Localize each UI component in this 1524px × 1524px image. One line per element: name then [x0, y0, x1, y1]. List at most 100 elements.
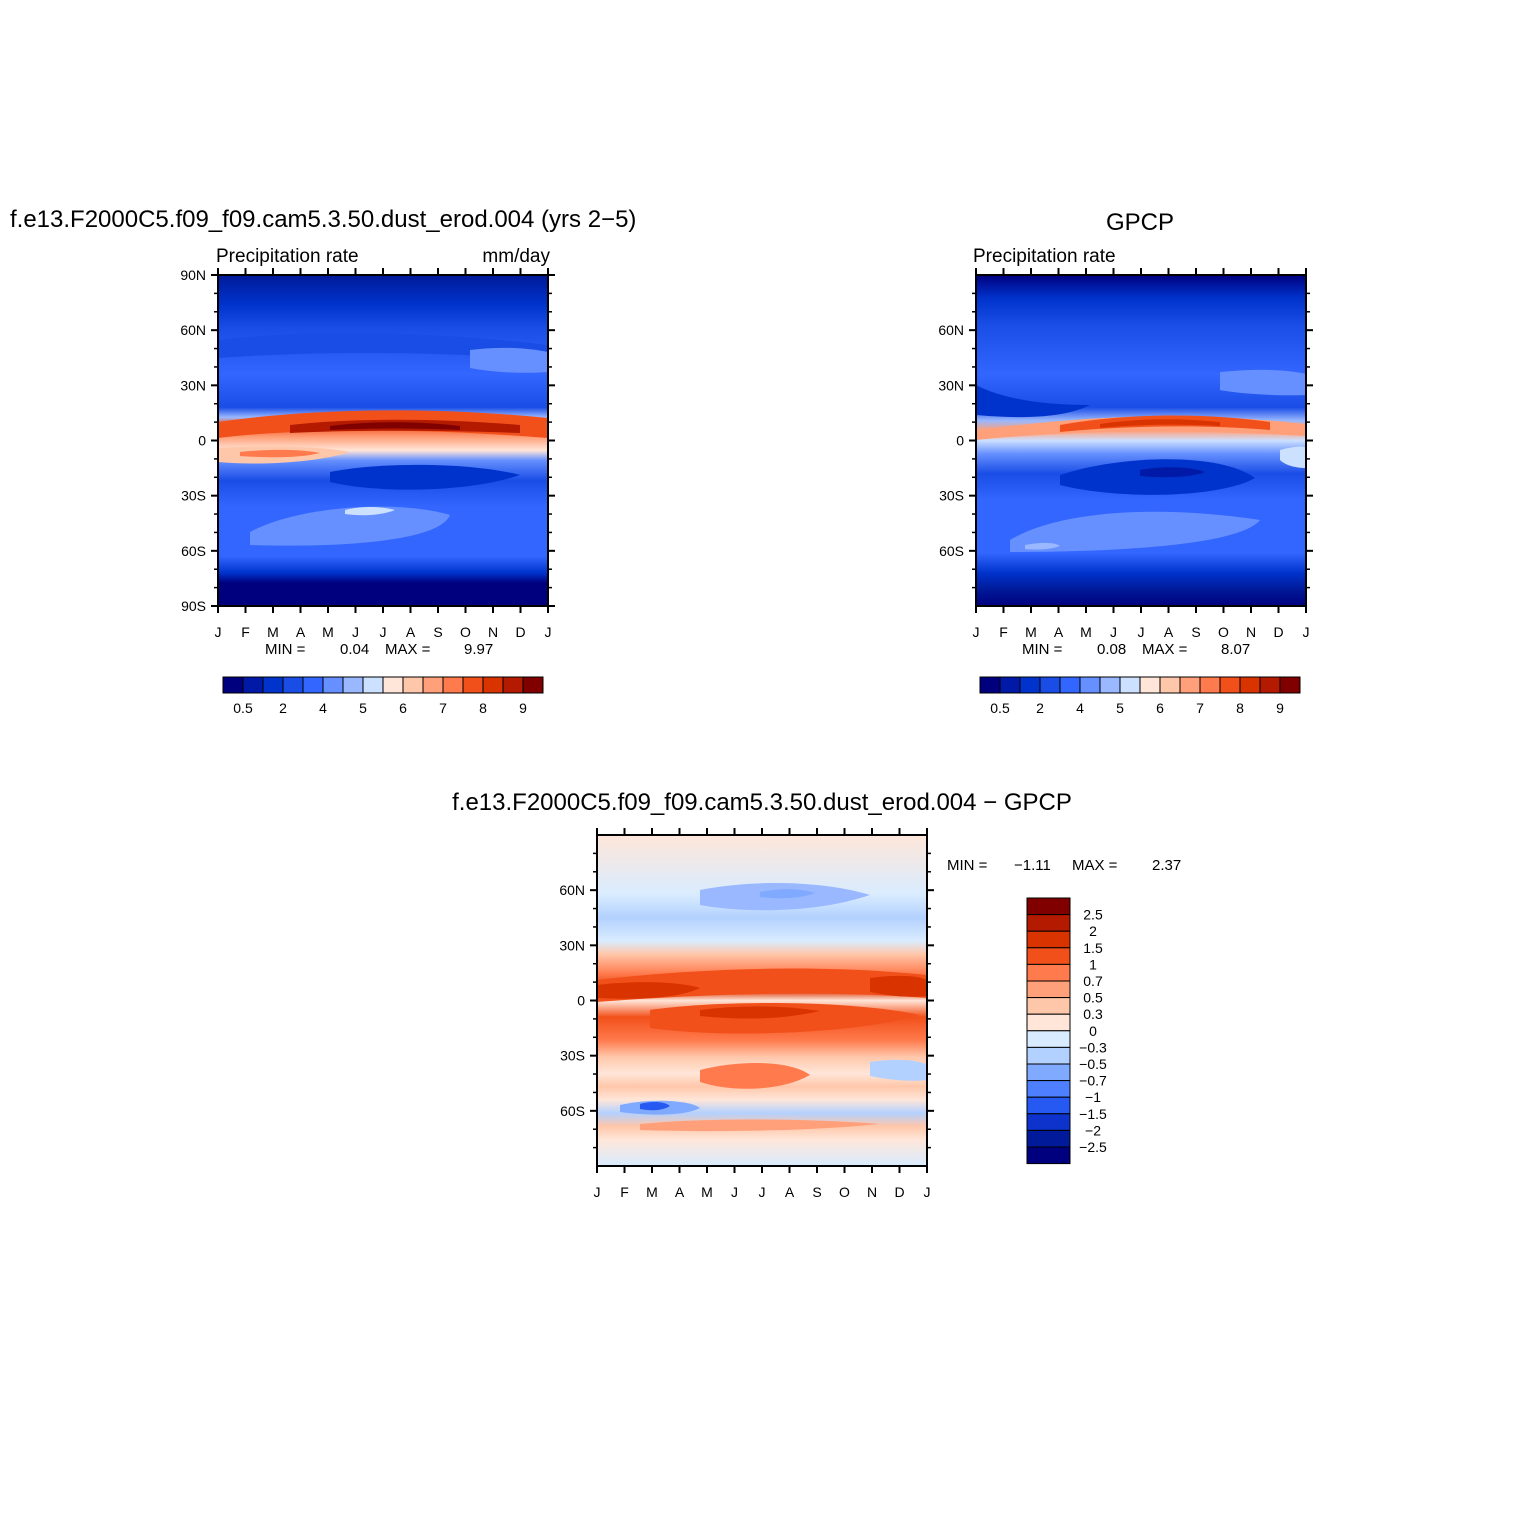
- colorbar-label: 2: [279, 700, 287, 716]
- colorbar-label: −1.5: [1079, 1106, 1107, 1122]
- month-tick-label: M: [1025, 624, 1037, 640]
- month-tick-label: D: [894, 1184, 904, 1200]
- colorbar-swatch: [502, 676, 524, 694]
- panel1-max-value: 9.97: [464, 641, 493, 658]
- colorbar-swatch: [422, 676, 444, 694]
- panel1-heatmap: [218, 275, 548, 606]
- lat-tick-label: 90S: [181, 598, 206, 614]
- month-tick-label: F: [241, 624, 250, 640]
- panel3-max-label: MAX =: [1072, 857, 1118, 874]
- colorbar-swatch: [1159, 676, 1181, 694]
- month-tick-label: O: [1218, 624, 1229, 640]
- colorbar-swatch: [262, 676, 284, 694]
- colorbar-label: 0.5: [233, 700, 253, 716]
- month-tick-label: M: [701, 1184, 713, 1200]
- colorbar-swatch: [1026, 947, 1071, 965]
- colorbar-swatch: [1026, 1080, 1071, 1098]
- colorbar-swatch: [1026, 997, 1071, 1015]
- colorbar-label: 4: [319, 700, 327, 716]
- month-tick-label: F: [999, 624, 1008, 640]
- colorbar-swatch: [1026, 897, 1071, 916]
- colorbar-label: 2.5: [1083, 907, 1103, 923]
- colorbar-swatch: [1179, 676, 1201, 694]
- colorbar-swatch: [282, 676, 304, 694]
- colorbar-label: 7: [439, 700, 447, 716]
- month-tick-label: J: [1138, 624, 1145, 640]
- lat-tick-label: 30N: [559, 937, 585, 953]
- panel2-heatmap: [976, 275, 1306, 606]
- month-tick-label: S: [812, 1184, 821, 1200]
- colorbar-label: 1.5: [1083, 940, 1103, 956]
- colorbar-swatch: [302, 676, 324, 694]
- month-tick-label: N: [1246, 624, 1256, 640]
- colorbar-label: 5: [359, 700, 367, 716]
- colorbar-swatch: [1026, 1013, 1071, 1032]
- month-tick-label: A: [785, 1184, 795, 1200]
- colorbar-label: 2: [1036, 700, 1044, 716]
- colorbar-swatch: [1239, 676, 1261, 694]
- month-tick-label: O: [460, 624, 471, 640]
- month-tick-label: A: [1164, 624, 1174, 640]
- colorbar-swatch: [1259, 676, 1281, 694]
- colorbar-swatch: [402, 676, 424, 694]
- panel1-subtitle-left: Precipitation rate: [216, 246, 359, 267]
- panel2-lat-ticks: 60N 30N 0 30S 60S: [938, 292, 1313, 589]
- colorbar-label: −2: [1085, 1122, 1101, 1138]
- panel1-subtitle-right: mm/day: [482, 246, 550, 267]
- colorbar-label: −0.3: [1079, 1039, 1107, 1055]
- month-tick-label: M: [322, 624, 334, 640]
- panel3-colorbar: 2.521.510.70.50.30−0.3−0.5−0.7−1−1.5−2−2…: [1026, 897, 1107, 1165]
- panel1-min-value: 0.04: [340, 641, 369, 658]
- colorbar-swatch: [1139, 676, 1161, 694]
- colorbar-swatch: [999, 676, 1021, 694]
- month-tick-label: J: [352, 624, 359, 640]
- lat-tick-label: 60N: [180, 322, 206, 338]
- panel2-title: GPCP: [1106, 209, 1174, 236]
- month-tick-label: J: [594, 1184, 601, 1200]
- month-tick-label: S: [1191, 624, 1200, 640]
- month-tick-label: D: [1273, 624, 1283, 640]
- colorbar-label: −0.5: [1079, 1056, 1107, 1072]
- colorbar-swatch: [1059, 676, 1081, 694]
- month-tick-label: M: [1080, 624, 1092, 640]
- colorbar-swatch: [1099, 676, 1121, 694]
- month-tick-label: J: [1110, 624, 1117, 640]
- panel2-min-value: 0.08: [1097, 641, 1126, 658]
- colorbar-label: 0: [1089, 1023, 1097, 1039]
- panel2-max-label: MAX =: [1142, 641, 1188, 658]
- lat-tick-label: 0: [198, 433, 206, 449]
- colorbar-swatch: [1199, 676, 1221, 694]
- month-tick-label: J: [731, 1184, 738, 1200]
- month-tick-label: J: [215, 624, 222, 640]
- panel2-max-value: 8.07: [1221, 641, 1250, 658]
- colorbar-label: −1: [1085, 1089, 1101, 1105]
- lat-tick-label: 30N: [938, 377, 964, 393]
- panel1-min-label: MIN =: [265, 641, 306, 658]
- month-tick-label: D: [515, 624, 525, 640]
- colorbar-swatch: [442, 676, 464, 694]
- colorbar-swatch: [1026, 914, 1071, 932]
- lat-tick-label: 0: [956, 433, 964, 449]
- month-tick-label: J: [545, 624, 552, 640]
- month-tick-label: J: [1303, 624, 1310, 640]
- panel3-heatmap: [597, 835, 927, 1166]
- colorbar-swatch: [242, 676, 264, 694]
- colorbar-label: 0.5: [990, 700, 1010, 716]
- month-tick-label: J: [924, 1184, 931, 1200]
- month-tick-label: N: [867, 1184, 877, 1200]
- colorbar-swatch: [1079, 676, 1101, 694]
- month-tick-label: A: [296, 624, 306, 640]
- lat-tick-label: 90N: [180, 267, 206, 283]
- colorbar-swatch: [1026, 963, 1071, 982]
- panel1-max-label: MAX =: [385, 641, 431, 658]
- colorbar-swatch: [1026, 1030, 1071, 1048]
- colorbar-swatch: [382, 676, 404, 694]
- colorbar-swatch: [1026, 1146, 1071, 1165]
- colorbar-swatch: [1026, 930, 1071, 949]
- colorbar-swatch: [1026, 1063, 1071, 1082]
- month-tick-label: N: [488, 624, 498, 640]
